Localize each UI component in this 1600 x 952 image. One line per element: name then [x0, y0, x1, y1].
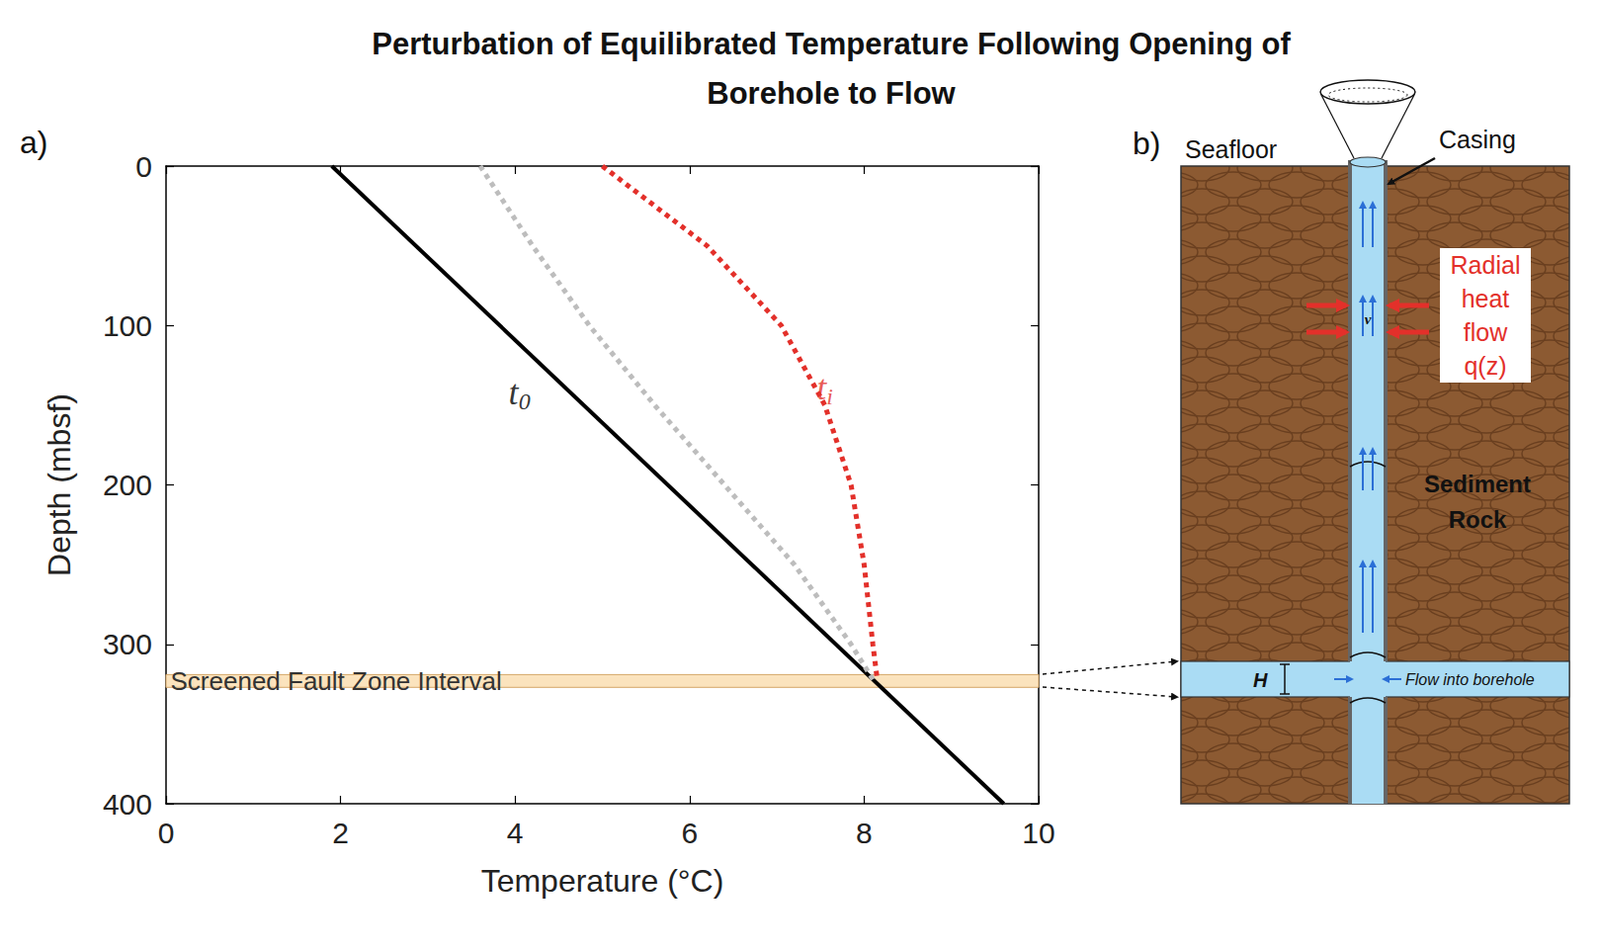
svg-text:i: i [826, 383, 834, 410]
svg-text:v: v [1364, 311, 1372, 328]
svg-text:4: 4 [506, 816, 524, 849]
svg-text:8: 8 [855, 816, 873, 849]
svg-text:2: 2 [332, 816, 349, 849]
svg-text:Perturbation of Equilibrated T: Perturbation of Equilibrated Temperature… [371, 26, 1291, 62]
svg-text:Flow into borehole: Flow into borehole [1405, 671, 1535, 688]
svg-text:Depth (mbsf): Depth (mbsf) [41, 393, 78, 577]
svg-text:b): b) [1132, 125, 1161, 162]
svg-text:t: t [508, 372, 519, 413]
svg-text:0: 0 [518, 388, 531, 415]
svg-text:0: 0 [158, 816, 175, 849]
svg-text:Radial: Radial [1450, 251, 1521, 279]
svg-text:heat: heat [1461, 284, 1511, 313]
svg-text:Seafloor: Seafloor [1184, 135, 1277, 164]
svg-text:Rock: Rock [1448, 505, 1508, 533]
svg-text:flow: flow [1463, 318, 1509, 346]
svg-text:6: 6 [680, 816, 698, 849]
svg-text:300: 300 [102, 627, 153, 661]
svg-text:Sediment: Sediment [1424, 470, 1531, 498]
svg-text:Screened Fault Zone Interval: Screened Fault Zone Interval [170, 666, 503, 696]
svg-text:0: 0 [135, 150, 153, 183]
svg-text:Borehole to Flow: Borehole to Flow [706, 76, 956, 111]
svg-text:10: 10 [1021, 816, 1055, 849]
svg-text:200: 200 [102, 468, 153, 502]
svg-text:Casing: Casing [1438, 125, 1516, 154]
svg-text:H: H [1253, 669, 1268, 691]
svg-text:Temperature (°C): Temperature (°C) [481, 862, 725, 899]
svg-text:t: t [816, 367, 827, 408]
svg-text:100: 100 [102, 309, 153, 342]
svg-text:q(z): q(z) [1463, 351, 1507, 380]
svg-text:a): a) [19, 124, 48, 161]
svg-text:400: 400 [102, 787, 153, 821]
